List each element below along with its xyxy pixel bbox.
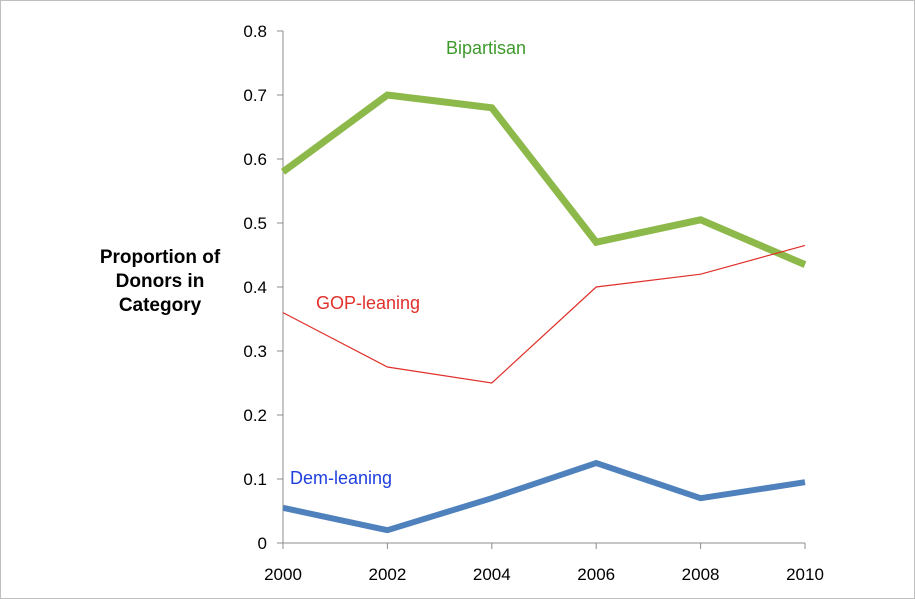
series-labels: Bipartisan GOP-leaning Dem-leaning [290,38,526,488]
y-tick-label: 0.4 [243,278,267,297]
x-tick-label: 2008 [682,565,720,584]
x-tick-label: 2006 [577,565,615,584]
series-line-gop-leaning [282,244,806,384]
x-tick-label: 2004 [473,565,511,584]
series-label-dem-leaning: Dem-leaning [290,468,392,488]
y-tick-label: 0.6 [243,150,267,169]
x-tick-label: 2000 [264,565,302,584]
tick-labels: 0 0.1 0.2 0.3 0.4 0.5 0.6 0.7 0.8 2000 2002 2004 200… [243,22,824,584]
x-tick-label: 2010 [786,565,824,584]
y-tick-label: 0.2 [243,406,267,425]
x-tick-label: 2002 [368,565,406,584]
series-line-bipartisan [280,91,807,268]
y-tick-label: 0.3 [243,342,267,361]
y-tick-label: 0.1 [243,470,267,489]
series-label-bipartisan: Bipartisan [446,38,526,58]
y-tick-label: 0.5 [243,214,267,233]
series-label-gop-leaning: GOP-leaning [316,293,420,313]
series-lines [280,91,807,534]
axes [277,30,806,549]
y-axis-label: Proportion of Donors in Category [99,247,221,316]
y-tick-label: 0 [258,534,267,553]
y-tick-label: 0.8 [243,22,267,41]
series-line-dem-leaning [282,459,806,534]
y-tick-label: 0.7 [243,86,267,105]
